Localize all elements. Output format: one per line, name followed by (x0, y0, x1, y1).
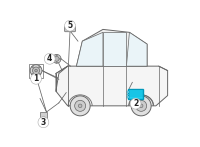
Circle shape (131, 96, 151, 116)
Circle shape (75, 100, 86, 111)
Circle shape (33, 67, 40, 74)
Circle shape (54, 56, 59, 61)
Circle shape (30, 65, 42, 76)
Polygon shape (103, 32, 126, 66)
Circle shape (56, 62, 57, 63)
FancyBboxPatch shape (127, 96, 129, 98)
Polygon shape (76, 32, 103, 66)
Circle shape (136, 100, 147, 111)
Circle shape (60, 58, 61, 60)
Circle shape (78, 104, 82, 108)
FancyBboxPatch shape (127, 91, 129, 93)
Circle shape (39, 66, 40, 68)
FancyBboxPatch shape (127, 94, 129, 95)
FancyBboxPatch shape (35, 78, 38, 79)
Circle shape (32, 66, 33, 68)
Circle shape (56, 54, 57, 56)
Text: 3: 3 (41, 118, 46, 127)
Text: 2: 2 (133, 99, 138, 108)
Circle shape (35, 69, 37, 72)
Circle shape (32, 73, 33, 75)
Circle shape (70, 96, 90, 116)
Polygon shape (56, 66, 168, 106)
FancyBboxPatch shape (65, 26, 75, 32)
Text: 5: 5 (67, 21, 73, 30)
Text: 1: 1 (33, 74, 39, 83)
Polygon shape (126, 32, 147, 66)
FancyBboxPatch shape (42, 117, 45, 119)
Circle shape (52, 58, 54, 60)
FancyBboxPatch shape (40, 112, 47, 118)
Circle shape (39, 73, 40, 75)
Circle shape (52, 54, 61, 63)
Text: 4: 4 (47, 54, 52, 63)
FancyBboxPatch shape (128, 89, 143, 99)
Polygon shape (76, 29, 147, 66)
Circle shape (139, 104, 143, 108)
